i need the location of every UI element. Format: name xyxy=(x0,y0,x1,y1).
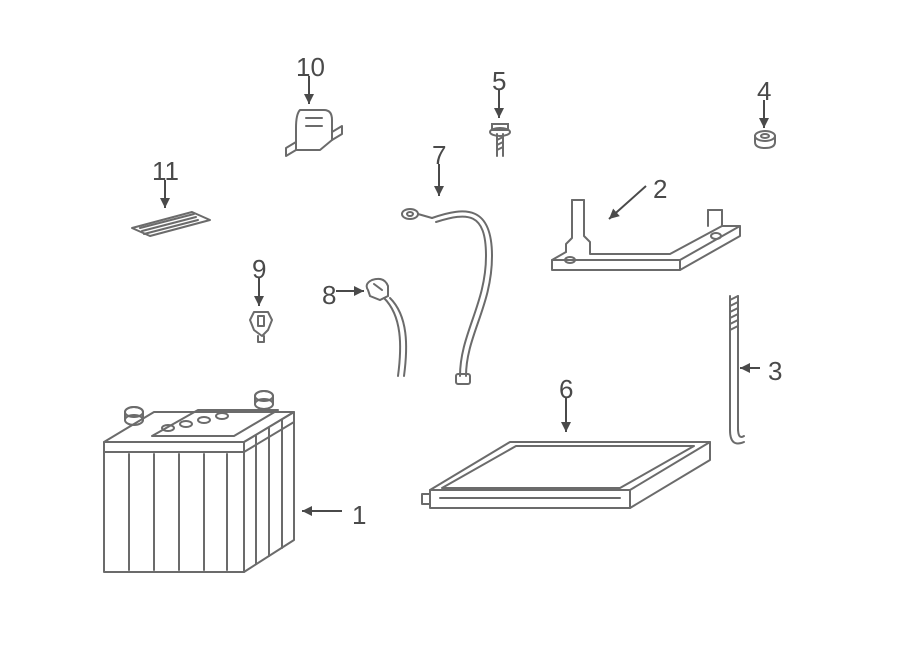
callout-arrow-11 xyxy=(0,0,900,661)
diagram-stage: 1234567891011 xyxy=(0,0,900,661)
callout-number-11: 11 xyxy=(152,156,179,187)
